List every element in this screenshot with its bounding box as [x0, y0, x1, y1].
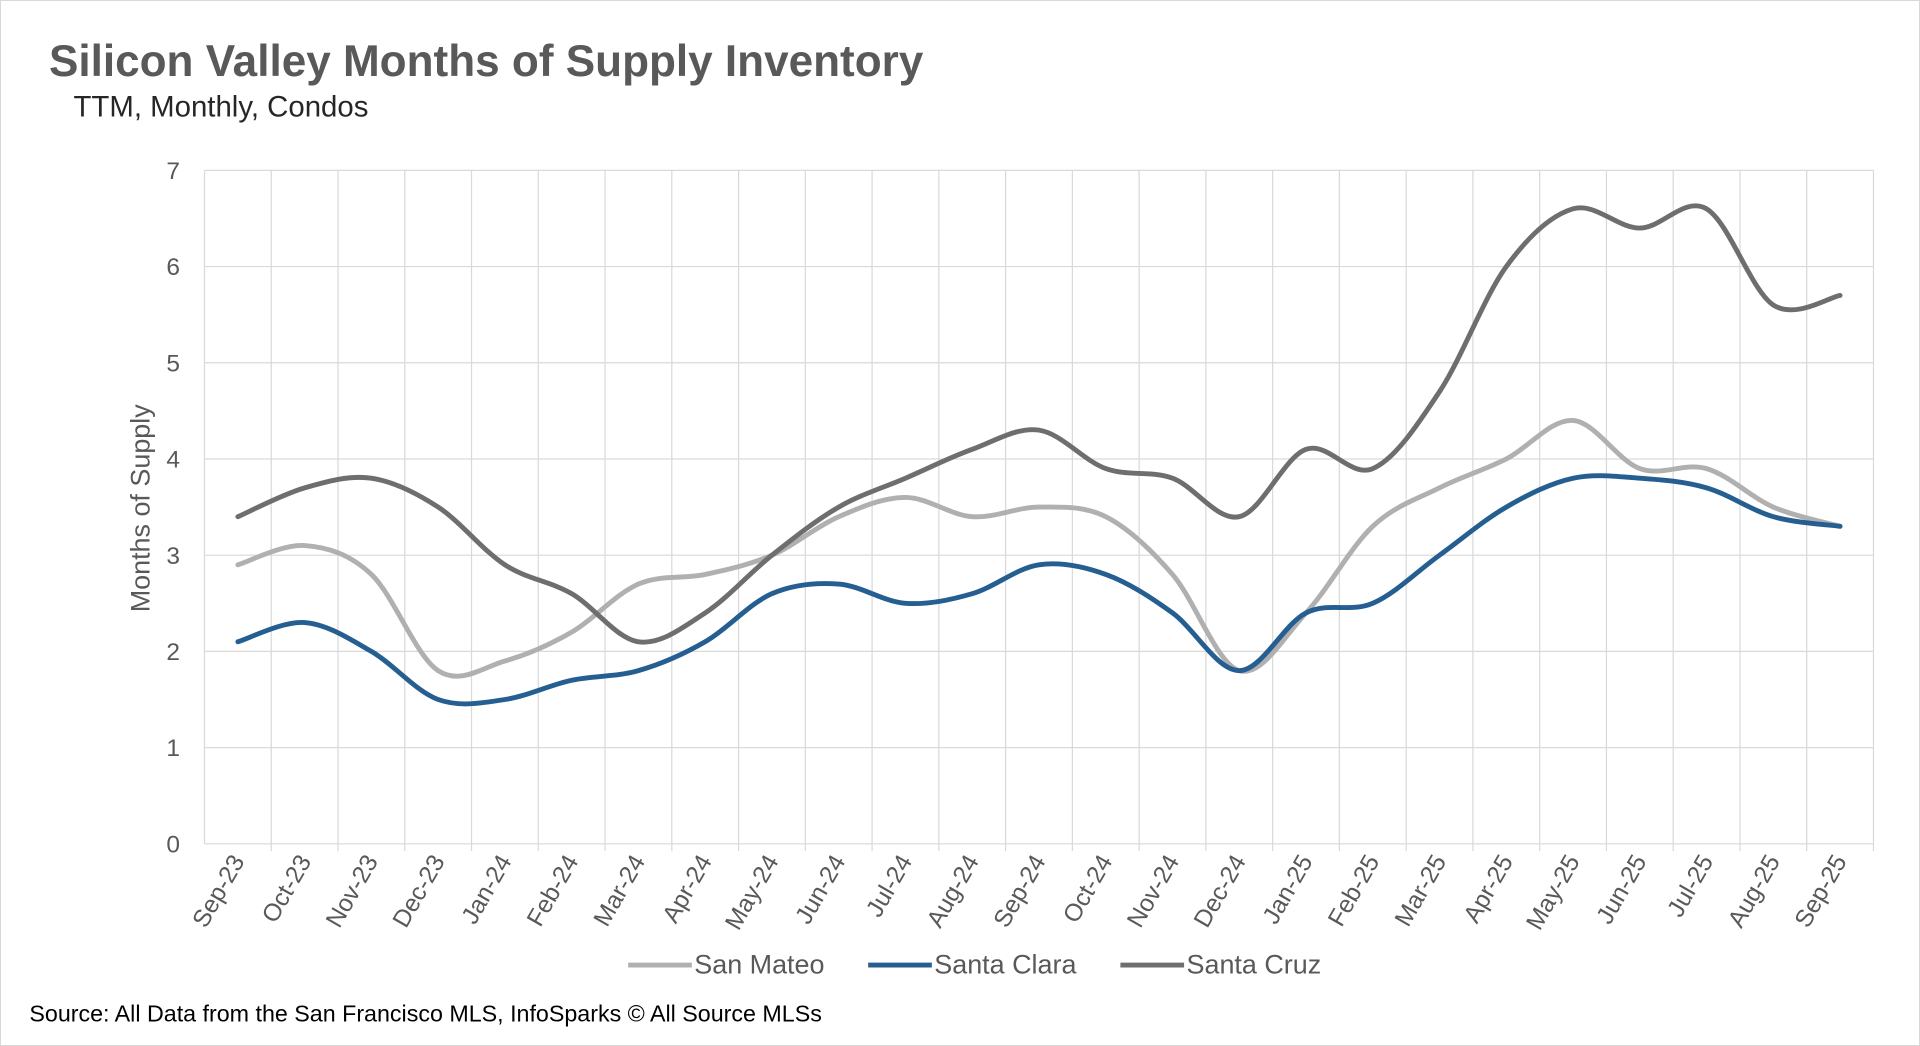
- x-tick-label: Feb-24: [522, 850, 584, 931]
- series-line-san-mateo: [235, 418, 1843, 679]
- legend-label: Santa Cruz: [1187, 950, 1322, 980]
- x-tick-label: Aug-24: [922, 850, 985, 932]
- x-tick-label: Oct-23: [257, 850, 317, 927]
- x-tick-label: Sep-24: [989, 850, 1052, 932]
- legend-label: Santa Clara: [934, 950, 1076, 980]
- x-tick-label: Nov-23: [321, 850, 384, 932]
- x-tick-label: Aug-25: [1723, 850, 1786, 932]
- series-line-santa-clara: [235, 473, 1843, 707]
- y-tick-label: 0: [166, 831, 180, 858]
- x-tick-label: Jan-25: [1258, 850, 1319, 928]
- x-tick-label: Jun-25: [1592, 850, 1653, 928]
- x-tick-label: Jul-25: [1662, 850, 1719, 921]
- legend-label: San Mateo: [694, 950, 824, 980]
- x-axis-ticks: Sep-23 Oct-23 Nov-23 Dec-23 Jan-24 Feb-24 Mar-…: [188, 850, 1853, 934]
- y-tick-label: 2: [166, 639, 180, 666]
- series-lines: [235, 203, 1843, 707]
- y-tick-label: 3: [166, 543, 180, 570]
- x-tick-label: Nov-24: [1122, 850, 1185, 932]
- x-tick-label: Mar-25: [1390, 850, 1452, 931]
- y-axis-ticks: 0 1 2 3 4 5 6 7: [166, 158, 180, 858]
- x-tick-label: Jan-24: [457, 850, 518, 928]
- x-tick-label: Apr-25: [1459, 850, 1519, 927]
- y-tick-label: 6: [166, 254, 180, 281]
- x-tick-label: Mar-24: [589, 850, 651, 931]
- gridlines: [203, 169, 1875, 852]
- x-tick-label: Oct-24: [1058, 850, 1118, 927]
- x-tick-label: May-25: [1521, 850, 1585, 934]
- x-tick-label: Dec-23: [388, 850, 451, 932]
- x-tick-label: Apr-24: [658, 850, 718, 927]
- x-tick-label: Sep-23: [188, 850, 251, 932]
- x-tick-label: Dec-24: [1189, 850, 1252, 932]
- y-axis-label: Months of Supply: [125, 404, 155, 613]
- series-line-santa-cruz: [235, 203, 1843, 645]
- x-tick-label: May-24: [720, 850, 784, 934]
- y-tick-label: 1: [166, 735, 180, 762]
- chart-subtitle: TTM, Monthly, Condos: [73, 90, 368, 123]
- x-tick-label: Feb-25: [1323, 850, 1385, 931]
- source-note: Source: All Data from the San Francisco …: [29, 1000, 821, 1026]
- legend: San Mateo Santa Clara Santa Cruz: [628, 950, 1321, 980]
- x-tick-label: Jun-24: [790, 850, 851, 928]
- chart-title: Silicon Valley Months of Supply Inventor…: [49, 37, 924, 86]
- x-tick-label: Jul-24: [861, 850, 918, 921]
- y-tick-label: 5: [166, 350, 180, 377]
- x-tick-label: Sep-25: [1790, 850, 1853, 932]
- y-tick-label: 4: [166, 447, 180, 474]
- y-tick-label: 7: [166, 158, 180, 185]
